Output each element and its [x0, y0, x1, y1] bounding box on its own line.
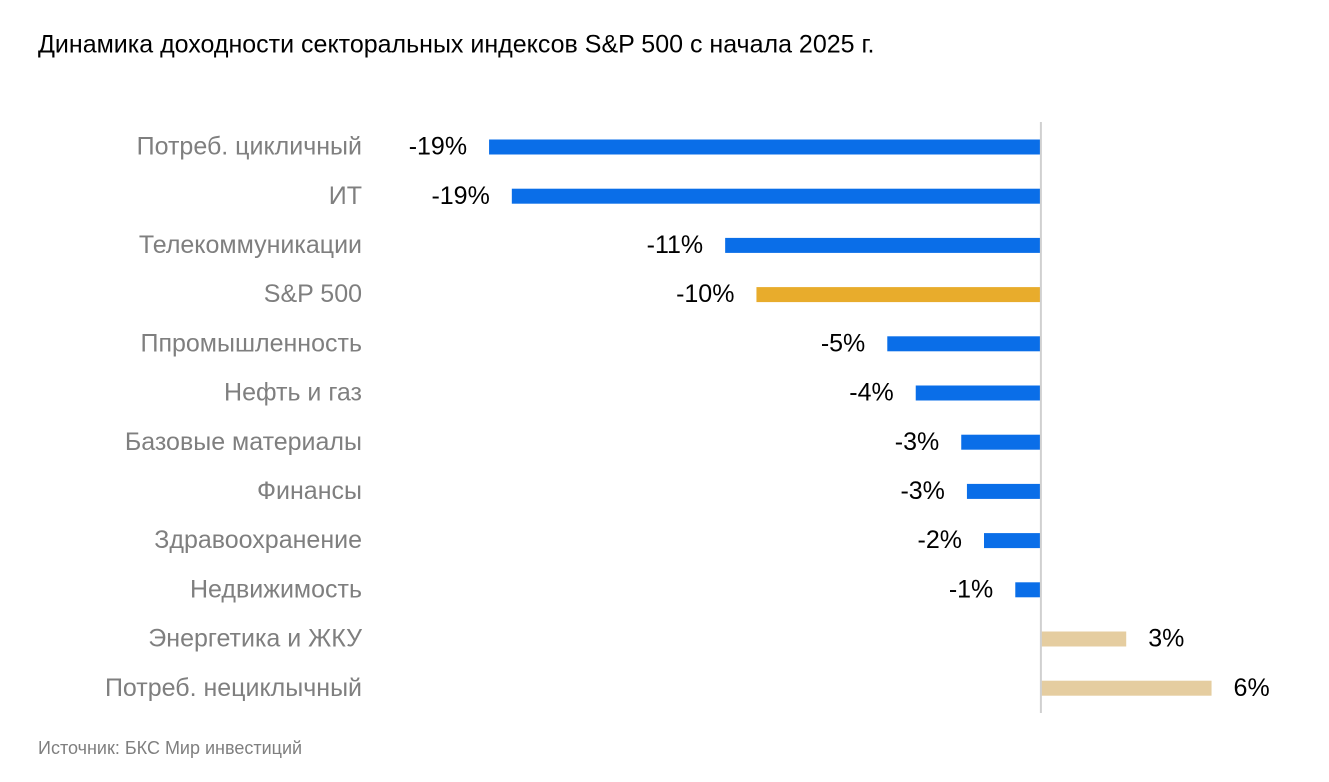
value-label: -3%	[900, 477, 944, 505]
bar	[887, 336, 1041, 352]
value-label: -10%	[676, 280, 734, 308]
bar	[489, 139, 1041, 155]
value-label: 6%	[1234, 674, 1270, 702]
value-label: -5%	[821, 329, 865, 357]
value-label: -19%	[431, 182, 489, 210]
category-label: Потреб. цикличный	[137, 133, 362, 161]
category-label: Финансы	[257, 477, 362, 505]
category-label: Телекоммуникации	[139, 231, 362, 259]
bar	[915, 385, 1041, 401]
category-label: Потреб. нециклычный	[105, 674, 362, 702]
value-label: 3%	[1148, 625, 1184, 653]
value-label: -1%	[949, 575, 993, 603]
value-label: -11%	[647, 231, 704, 259]
category-label: Базовые материалы	[125, 428, 362, 456]
chart-title: Динамика доходности секторальных индексо…	[38, 31, 875, 59]
category-label: S&P 500	[264, 280, 362, 308]
source-note: Источник: БКС Мир инвестиций	[38, 738, 302, 758]
category-label: ИТ	[329, 182, 362, 210]
value-label: -4%	[849, 379, 893, 407]
category-label: Здравоохранение	[154, 526, 362, 554]
category-label: Недвижимость	[190, 575, 362, 603]
bar	[1015, 582, 1041, 598]
category-label: Ппромышленность	[140, 329, 362, 357]
category-label: Энергетика и ЖКУ	[148, 625, 362, 653]
bar	[966, 483, 1041, 499]
bar	[1040, 631, 1127, 647]
value-label: -19%	[409, 133, 467, 161]
bar	[984, 533, 1041, 549]
bar	[1040, 680, 1212, 696]
value-label: -3%	[895, 428, 939, 456]
value-label: -2%	[918, 526, 962, 554]
bar	[961, 434, 1041, 450]
category-label: Нефть и газ	[224, 379, 362, 407]
bar	[511, 188, 1041, 204]
bar	[756, 287, 1041, 303]
bar	[725, 237, 1041, 253]
